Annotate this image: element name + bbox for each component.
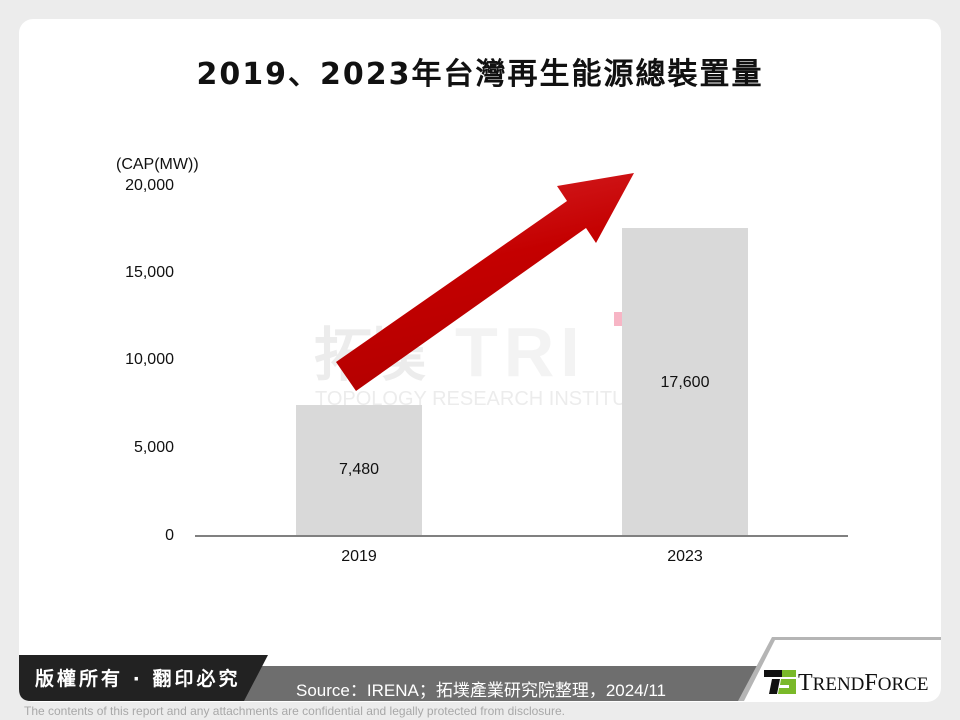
trendforce-logo: TRENDFORCE: [798, 670, 928, 697]
y-tick-20000: 20,000: [125, 177, 174, 194]
logo-orce: ORCE: [877, 674, 929, 695]
confidentiality-disclaimer: The contents of this report and any atta…: [24, 704, 565, 718]
chart-title: 2019、2023年台灣再生能源總裝置量: [196, 57, 764, 92]
source-note: Source：IRENA；拓墣產業研究院整理，2024/11: [296, 681, 667, 700]
bar-2023: [622, 228, 748, 536]
bar-2019: [296, 405, 422, 536]
slide-card: [19, 19, 941, 702]
bar-value-2023: 17,600: [660, 374, 710, 391]
y-tick-15000: 15,000: [125, 264, 174, 281]
x-tick-2023: 2023: [667, 548, 703, 565]
logo-letter-t: T: [798, 670, 813, 696]
copyright-notice: 版權所有 · 翻印必究: [35, 668, 241, 690]
logo-letter-f: F: [864, 670, 878, 696]
y-tick-10000: 10,000: [125, 351, 174, 368]
y-axis-unit: (CAP(MW)): [116, 156, 199, 173]
watermark-tri-logo: TRI: [455, 313, 586, 391]
y-tick-0: 0: [165, 527, 174, 544]
trendforce-logo-mark: [764, 670, 796, 694]
bar-value-2019: 7,480: [338, 461, 380, 478]
logo-rend: REND: [812, 674, 865, 695]
y-tick-5000: 5,000: [133, 439, 174, 456]
x-axis-line: [195, 535, 848, 537]
watermark-en: TOPOLOGY RESEARCH INSTITUTE: [315, 388, 653, 410]
x-tick-2019: 2019: [341, 548, 377, 565]
